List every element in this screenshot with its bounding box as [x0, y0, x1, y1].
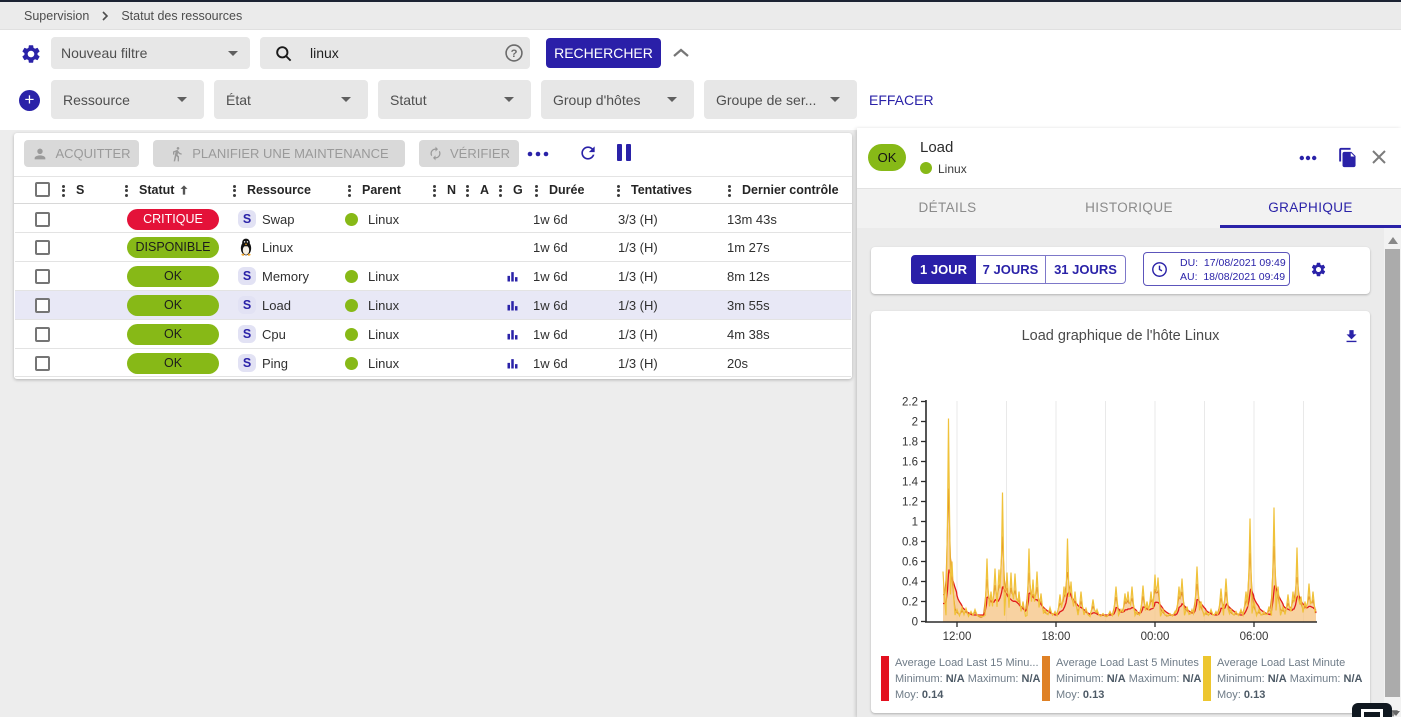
svg-text:00:00: 00:00 — [1141, 631, 1170, 643]
svg-text:2.2: 2.2 — [902, 397, 918, 409]
svg-text:12:00: 12:00 — [943, 631, 972, 643]
svg-text:1.2: 1.2 — [902, 497, 918, 509]
svg-text:0.4: 0.4 — [902, 577, 919, 589]
svg-text:2: 2 — [912, 417, 918, 429]
svg-text:0.6: 0.6 — [902, 557, 918, 569]
svg-text:0: 0 — [912, 617, 918, 629]
svg-text:1.8: 1.8 — [902, 437, 918, 449]
svg-text:1: 1 — [912, 517, 918, 529]
svg-text:0.2: 0.2 — [902, 597, 918, 609]
svg-text:?: ? — [511, 48, 518, 60]
svg-text:1.4: 1.4 — [902, 477, 919, 489]
svg-text:1.6: 1.6 — [902, 457, 918, 469]
svg-text:18:00: 18:00 — [1042, 631, 1071, 643]
svg-text:0.8: 0.8 — [902, 537, 918, 549]
svg-text:06:00: 06:00 — [1240, 631, 1269, 643]
